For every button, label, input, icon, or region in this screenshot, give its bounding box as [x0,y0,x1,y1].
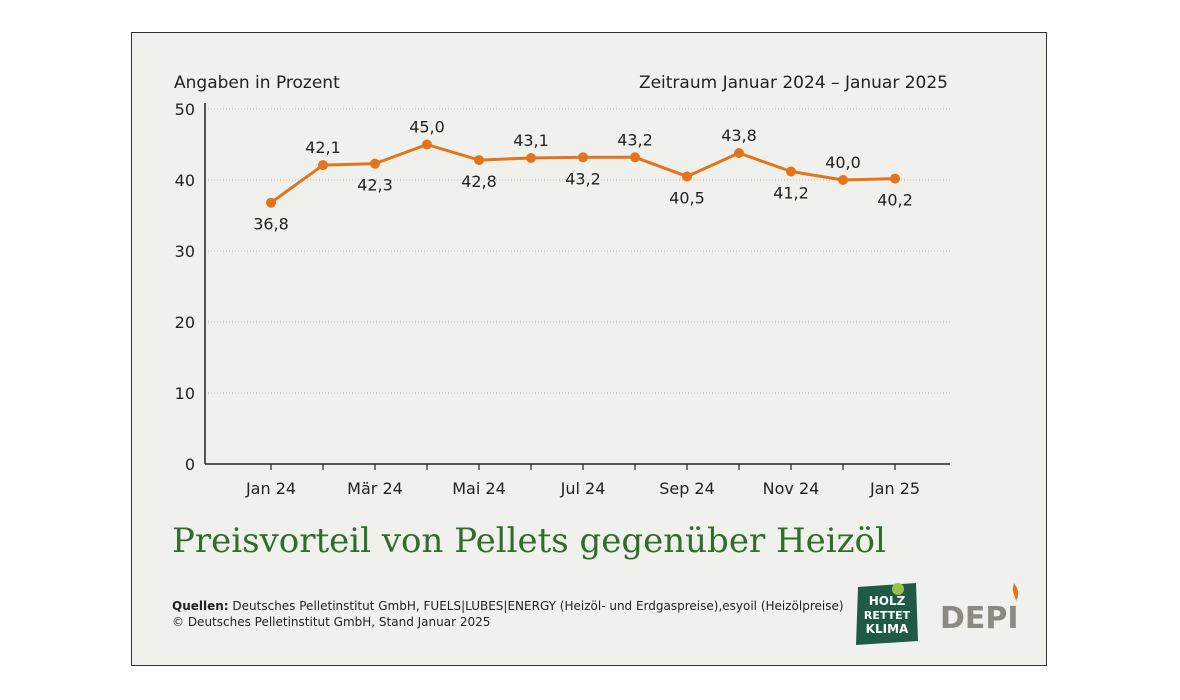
sources-text: Quellen: Deutsches Pelletinstitut GmbH, … [172,598,844,630]
x-tick-label: Mai 24 [452,479,506,498]
data-point [318,160,328,171]
line-chart: 0 10 20 30 40 50 Jan 24 Mär 24 Mai 24 Jul 24 Sep 2… [175,100,950,498]
x-tick-label: Nov 24 [763,479,820,498]
data-point [890,173,900,184]
data-label: 45,0 [409,118,445,137]
x-tick-label: Jan 24 [245,479,296,498]
depi-logo: DEPI [940,581,1019,637]
data-point [474,155,484,166]
period-label: Zeitraum Januar 2024 – Januar 2025 [638,73,948,93]
y-tick-label: 50 [175,100,195,119]
flame-icon [1012,583,1019,601]
data-point [682,171,692,182]
data-point [734,148,744,159]
y-tick-label: 30 [175,242,195,261]
chart-title: Preisvorteil von Pellets gegenüber Heizö… [172,521,886,561]
x-tick-label: Jul 24 [560,479,606,498]
y-tick-label: 20 [175,313,195,332]
logo-holz-line-2: RETTET [864,609,911,622]
data-label: 40,5 [669,188,705,207]
data-point [422,139,432,150]
sources-list: Deutsches Pelletinstitut GmbH, FUELS|LUB… [228,599,844,613]
depi-wordmark: DEPI [940,601,1019,636]
y-tick-label: 10 [175,384,195,403]
data-point [838,175,848,185]
data-point [630,152,640,163]
logo-holz-line-3: KLIMA [866,622,909,636]
data-label: 43,2 [617,130,653,149]
data-label: 40,2 [877,191,913,210]
chart-card: Angaben in Prozent Zeitraum Januar 2024 … [131,32,1047,666]
sources-label: Quellen: [172,599,229,613]
copyright-text: © Deutsches Pelletinstitut GmbH, Stand J… [172,615,491,629]
data-point [786,166,796,177]
x-tick-label: Sep 24 [659,479,715,498]
data-label: 40,0 [825,153,861,172]
data-point [266,197,276,208]
data-point [578,152,588,163]
data-label: 42,8 [461,172,497,191]
data-label: 43,1 [513,131,549,150]
data-label: 36,8 [253,215,289,234]
logo-holz-line-1: HOLZ [869,594,906,608]
y-tick-label: 40 [175,171,195,190]
data-label: 42,3 [357,176,393,195]
y-tick-label: 0 [185,455,195,474]
data-point [526,152,536,163]
data-label: 43,8 [721,126,757,145]
data-label: 41,2 [773,183,809,202]
x-tick-label: Jan 25 [869,479,920,498]
unit-label: Angaben in Prozent [174,73,340,93]
data-point [370,158,380,169]
data-label: 42,1 [305,138,341,157]
holz-rettet-klima-logo: HOLZ RETTET KLIMA [856,583,918,645]
data-label: 43,2 [565,169,601,188]
x-tick-label: Mär 24 [347,479,403,498]
